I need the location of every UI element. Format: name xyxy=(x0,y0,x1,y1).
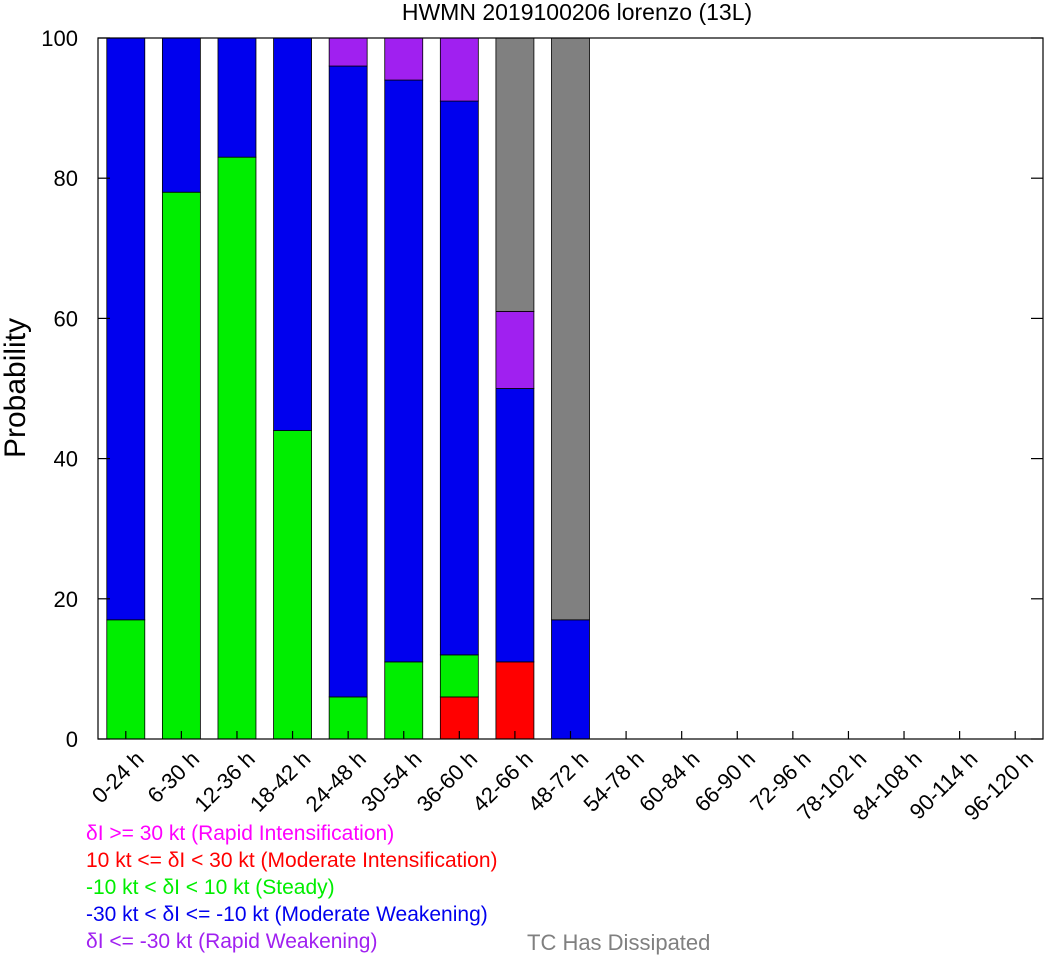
y-tick-label: 20 xyxy=(54,587,78,612)
y-tick-label: 80 xyxy=(54,166,78,191)
legend-item-moderate-intensification: 10 kt <= δI < 30 kt (Moderate Intensific… xyxy=(86,849,498,872)
legend-item-rapid-intensification: δI >= 30 kt (Rapid Intensification) xyxy=(86,822,395,845)
x-tick-labels: 0-24 h6-30 h12-36 h18-42 h24-48 h30-54 h… xyxy=(87,746,1038,820)
legend: δI >= 30 kt (Rapid Intensification) 10 k… xyxy=(86,820,1046,955)
bar-segment-rw-6 xyxy=(439,37,479,102)
y-tick-label: 0 xyxy=(66,727,78,752)
legend-item-moderate-weakening: -30 kt < δI <= -10 kt (Moderate Weakenin… xyxy=(86,903,488,926)
legend-item-rapid-weakening: δI <= -30 kt (Rapid Weakening) xyxy=(86,930,378,953)
x-tick-label: 30-54 h xyxy=(356,746,426,816)
bar-segment-rw-4 xyxy=(328,37,368,67)
bar-segment-st-6 xyxy=(439,654,479,698)
bars-group xyxy=(106,37,590,740)
x-tick-label: 60-84 h xyxy=(634,746,704,816)
y-tick-label: 40 xyxy=(54,447,78,472)
y-tick-label: 60 xyxy=(54,306,78,331)
chart-title: HWMN 2019100206 lorenzo (13L) xyxy=(402,0,752,25)
bar-segment-mw-0 xyxy=(106,37,146,621)
bar-segment-st-2 xyxy=(217,156,257,740)
x-tick-label: 66-90 h xyxy=(690,746,760,816)
bar-segment-mw-5 xyxy=(384,79,424,663)
bar-segment-diss-7 xyxy=(495,37,535,312)
x-tick-label: 54-78 h xyxy=(578,746,648,816)
bar-segment-mw-6 xyxy=(439,100,479,656)
y-tick-label: 100 xyxy=(41,26,78,51)
bar-segment-mw-1 xyxy=(161,37,201,193)
x-tick-label: 12-36 h xyxy=(189,746,259,816)
bar-segment-mw-8 xyxy=(551,619,590,740)
legend-item-steady: -10 kt < δI < 10 kt (Steady) xyxy=(86,876,335,899)
bar-segment-mi-7 xyxy=(495,661,535,740)
bar-segment-st-0 xyxy=(106,619,146,740)
x-tick-label: 18-42 h xyxy=(245,746,315,816)
probability-chart: HWMN 2019100206 lorenzo (13L) Probabilit… xyxy=(0,0,1044,820)
axes-group: 0 20 40 60 80 100 xyxy=(41,26,1044,752)
bar-segment-mw-3 xyxy=(273,37,312,431)
x-tick-label: 42-66 h xyxy=(467,746,537,816)
bar-segment-rw-7 xyxy=(495,310,535,389)
x-tick-label: 0-24 h xyxy=(87,746,149,808)
bar-segment-rw-5 xyxy=(384,37,424,81)
bar-segment-st-5 xyxy=(384,661,424,740)
y-axis-label: Probability xyxy=(0,318,32,458)
bar-segment-st-1 xyxy=(161,191,201,740)
bar-segment-diss-8 xyxy=(551,37,590,621)
legend-item-dissipated: TC Has Dissipated xyxy=(527,930,711,955)
x-tick-label: 24-48 h xyxy=(301,746,371,816)
bar-segment-mw-2 xyxy=(217,37,257,158)
x-tick-label: 36-60 h xyxy=(412,746,482,816)
x-tick-label: 48-72 h xyxy=(523,746,593,816)
bar-segment-st-3 xyxy=(273,430,312,740)
bar-segment-mw-4 xyxy=(328,65,368,698)
bar-segment-mw-7 xyxy=(495,388,535,663)
